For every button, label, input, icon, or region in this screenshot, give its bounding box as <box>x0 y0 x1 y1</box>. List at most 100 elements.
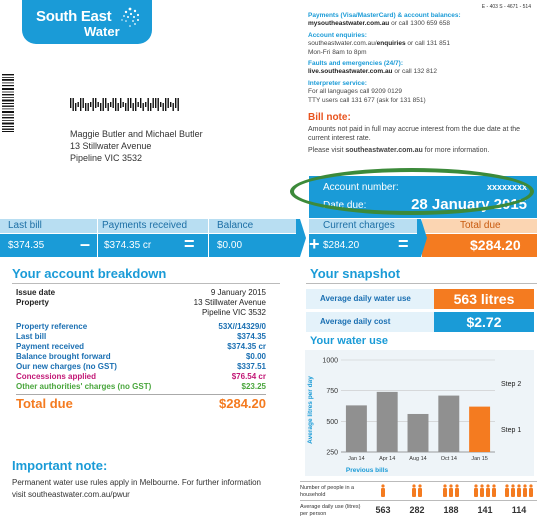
chart-bar-jan-15 <box>469 406 491 452</box>
breakdown-divider <box>12 283 280 284</box>
breakdown-total: Total due $284.20 <box>16 394 266 411</box>
breakdown-row: Concessions applied $76.54 cr <box>16 372 266 382</box>
bill-note: Bill note: Amounts not paid in full may … <box>308 112 533 155</box>
logo-text-line2: Water <box>84 24 120 39</box>
breakdown-row: Payment received $374.35 cr <box>16 342 266 352</box>
person-icon <box>381 484 385 497</box>
interpreter-title: Interpreter service: <box>308 79 367 87</box>
customer-name: Maggie Butler and Michael Butler <box>70 129 203 139</box>
property-line2: Pipeline VIC 3532 <box>201 308 266 317</box>
people-daily-use-value: 188 <box>443 505 459 515</box>
equals-operator: = <box>184 234 195 254</box>
people-daily-use-value: 114 <box>511 505 527 515</box>
chart-bar-apr-14 <box>376 391 398 452</box>
payments-link[interactable]: mysoutheastwater.com.au <box>308 20 390 28</box>
chart-y-tick-label: 750 <box>326 388 338 395</box>
bill-note-text: Amounts not paid in full may accrue inte… <box>308 126 521 142</box>
chart-bar-aug-14 <box>407 413 429 452</box>
arrow-point-current <box>417 219 427 257</box>
breakdown-row: Other authorities' charges (no GST) $23.2… <box>16 382 266 392</box>
visit-suffix: for more information. <box>422 147 490 154</box>
people-divider-top <box>300 481 537 482</box>
person-icon <box>474 484 496 497</box>
avg-water-use-label: Average daily water use <box>320 294 411 303</box>
equals-operator-2: = <box>398 234 409 254</box>
water-swirl-icon <box>121 7 140 27</box>
people-icon-group <box>468 484 502 502</box>
payments-phone: or call 1300 659 658 <box>389 20 450 28</box>
chart-x-tick-label: Oct 14 <box>441 456 457 462</box>
vertical-barcode <box>2 74 14 132</box>
faults-title: Faults and emergencies (24/7): <box>308 60 404 68</box>
breakdown-row-label: Balance brought forward <box>16 352 111 361</box>
person-icon <box>412 484 422 497</box>
breakdown-row-value: $374.35 <box>237 332 266 341</box>
snapshot-divider <box>306 283 537 284</box>
enquiries-link-b[interactable]: enquiries <box>376 40 406 48</box>
customer-street: 13 Stillwater Avenue <box>70 141 152 151</box>
people-row1-label: Number of people in a household <box>300 485 355 498</box>
chart-x-tick-label: Apr 14 <box>379 456 395 462</box>
breakdown-row: Our new charges (no GST) $337.51 <box>16 362 266 372</box>
person-icon <box>505 484 533 497</box>
water-use-title: Your water use <box>310 335 389 347</box>
total-due-label: Total due <box>422 219 537 233</box>
people-divider-mid <box>300 500 537 501</box>
customer-city: Pipeline VIC 3532 <box>70 153 143 163</box>
issue-date-value: 9 January 2015 <box>210 288 266 297</box>
person-icon <box>443 484 459 497</box>
enquiries-phone: or call 131 851 <box>405 40 451 48</box>
breakdown-row: Balance brought forward $0.00 <box>16 352 266 362</box>
avg-cost-label: Average daily cost <box>320 317 391 326</box>
breakdown-row-value: $374.35 cr <box>227 342 266 351</box>
people-icon-group <box>366 484 400 502</box>
people-daily-use-value: 282 <box>409 505 425 515</box>
people-icon-group <box>434 484 468 502</box>
total-due-value: $284.20 <box>422 234 537 257</box>
document-code: E - 403 S - 4671 - 514 <box>481 4 531 10</box>
breakdown-row-value: 53X//14329/0 <box>218 322 266 331</box>
chart-y-tick-label: 500 <box>326 419 338 426</box>
faults-link[interactable]: live.southeastwater.com.au <box>308 68 393 76</box>
breakdown-row-value: $23.25 <box>241 382 266 391</box>
household-comparison: Number of people in a household Average … <box>300 481 537 520</box>
enquiries-hours: Mon-Fri 8am to 8pm <box>308 48 367 56</box>
payments-title: Payments (Visa/MasterCard) & account bal… <box>308 12 461 19</box>
breakdown-row-value: $337.51 <box>237 362 266 371</box>
breakdown-row-label: Other authorities' charges (no GST) <box>16 382 152 391</box>
chart-y-tick-label: 1000 <box>322 358 338 365</box>
people-row2-label: Average daily use (litres) per person <box>300 504 361 517</box>
highlight-oval <box>290 168 534 215</box>
people-daily-use-value: 563 <box>375 505 391 515</box>
breakdown-row-label: Our new charges (no GST) <box>16 362 117 371</box>
avg-water-use-row: Average daily water use 563 litres <box>306 289 534 309</box>
faults-phone: or call 132 812 <box>392 68 437 76</box>
property-line1: 13 Stillwater Avenue <box>193 298 266 307</box>
last-bill-label: Last bill <box>0 219 97 233</box>
chart-y-tick-label: 250 <box>326 450 338 457</box>
bill-note-visit: Please visit southeastwater.com.au for m… <box>308 146 533 155</box>
current-charges-label: Current charges <box>309 219 421 233</box>
property-label: Property <box>16 298 49 307</box>
arrow-point-balance <box>296 219 306 257</box>
visit-prefix: Please visit <box>308 147 346 154</box>
avg-water-use-value: 563 litres <box>434 289 534 309</box>
visit-link[interactable]: southeastwater.com.au <box>345 147 423 154</box>
issue-date-label: Issue date <box>16 288 56 297</box>
enquiries-link-a[interactable]: southeastwater.com.au/ <box>308 40 377 48</box>
enquiries-title: Account enquiries: <box>308 31 367 39</box>
breakdown-row-value: $0.00 <box>245 352 266 361</box>
balance-value: $0.00 <box>209 234 300 257</box>
chart-background <box>305 350 534 476</box>
snapshot-title: Your snapshot <box>310 266 401 281</box>
breakdown-row-value: $76.54 cr <box>231 372 266 381</box>
avg-cost-row: Average daily cost $2.72 <box>306 312 534 332</box>
postal-barcode <box>70 98 179 111</box>
logo-text-line1: South East <box>36 8 112 25</box>
mailing-address: Maggie Butler and Michael Butler 13 Stil… <box>70 128 203 164</box>
summary-strip: Last bill Payments received Balance Curr… <box>0 219 537 257</box>
breakdown-row: Property reference 53X//14329/0 <box>16 322 266 332</box>
chart-bar-oct-14 <box>438 395 460 452</box>
breakdown-total-value: $284.20 <box>219 396 266 411</box>
current-charges-value: $284.20 <box>309 234 421 257</box>
